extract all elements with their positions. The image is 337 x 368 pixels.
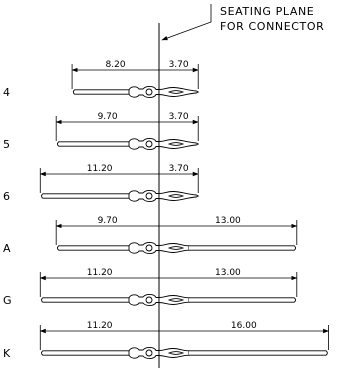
- pin-tail-left: [41, 350, 129, 356]
- pin-row: 6 11.20 3.70: [3, 164, 200, 203]
- pin-shape: [41, 293, 296, 307]
- pin-retention-barrel: [128, 293, 160, 307]
- pin-rows: 4 8.20 3.70 5 9.70 3.70 6 11.20 3.70 A 9.70 13.00 G 1…: [3, 60, 330, 360]
- pin-retention-hole: [145, 296, 153, 304]
- seating-plane-callout: SEATING PLANE FOR CONNECTOR: [161, 4, 324, 41]
- row-label: 4: [3, 86, 10, 99]
- pin-retention-hole: [145, 88, 153, 96]
- pin-compliant-slot: [167, 246, 185, 250]
- pin-retention-barrel: [128, 346, 160, 360]
- pin-row: 4 8.20 3.70: [3, 60, 200, 99]
- pin-retention-hole: [145, 349, 153, 357]
- pin-retention-barrel: [128, 85, 160, 99]
- pin-row: G 11.20 13.00: [3, 268, 298, 307]
- pin-tail-left: [56, 245, 129, 251]
- pin-retention-barrel: [128, 137, 160, 151]
- row-label: K: [3, 347, 11, 360]
- dimension-value-left: 8.20: [106, 60, 126, 70]
- dimension-value-right: 3.70: [169, 112, 189, 122]
- pin-retention-hole: [145, 140, 153, 148]
- pin-tail-left: [56, 141, 129, 147]
- dimension-value-left: 9.70: [98, 216, 118, 226]
- pin-retention-hole: [145, 244, 153, 252]
- pin-contact-slot: [167, 194, 185, 198]
- dimension-value-left: 11.20: [87, 268, 113, 278]
- pin-tail-left: [72, 89, 129, 95]
- dimension-value-left: 9.70: [98, 112, 118, 122]
- pin-retention-barrel: [128, 189, 160, 203]
- dimension-value-right: 13.00: [215, 268, 241, 278]
- row-label: A: [3, 242, 11, 255]
- pin-shape: [41, 346, 328, 360]
- pin-row: 5 9.70 3.70: [3, 112, 200, 151]
- callout-line-1: SEATING PLANE: [220, 5, 314, 18]
- pin-shape: [72, 85, 200, 99]
- dimension-value-right: 3.70: [169, 164, 189, 174]
- pin-shape: [41, 189, 200, 203]
- pin-post-right: [189, 350, 328, 356]
- row-label: 6: [3, 190, 10, 203]
- dimension-value-right: 3.70: [169, 60, 189, 70]
- pin-compliant-slot: [167, 298, 185, 302]
- pin-retention-hole: [145, 192, 153, 200]
- pin-tail-left: [41, 297, 129, 303]
- dimension-value-left: 11.20: [87, 321, 113, 331]
- pin-shape: [56, 241, 296, 255]
- pin-contact-slot: [167, 142, 185, 146]
- row-label: 5: [3, 138, 10, 151]
- pin-post-right: [189, 245, 296, 251]
- dimension-value-right: 13.00: [215, 216, 241, 226]
- dimension-value-left: 11.20: [87, 164, 113, 174]
- pin-compliant-slot: [167, 351, 185, 355]
- row-label: G: [3, 294, 12, 307]
- pin-post-right: [189, 297, 296, 303]
- pin-row: K 11.20 16.00: [3, 321, 330, 360]
- pin-retention-barrel: [128, 241, 160, 255]
- pin-shape: [56, 137, 200, 151]
- dimension-value-right: 16.00: [231, 321, 257, 331]
- pin-row: A 9.70 13.00: [3, 216, 298, 255]
- callout-line-2: FOR CONNECTOR: [220, 20, 324, 33]
- pin-contact-slot: [167, 90, 185, 94]
- pin-tail-left: [41, 193, 129, 199]
